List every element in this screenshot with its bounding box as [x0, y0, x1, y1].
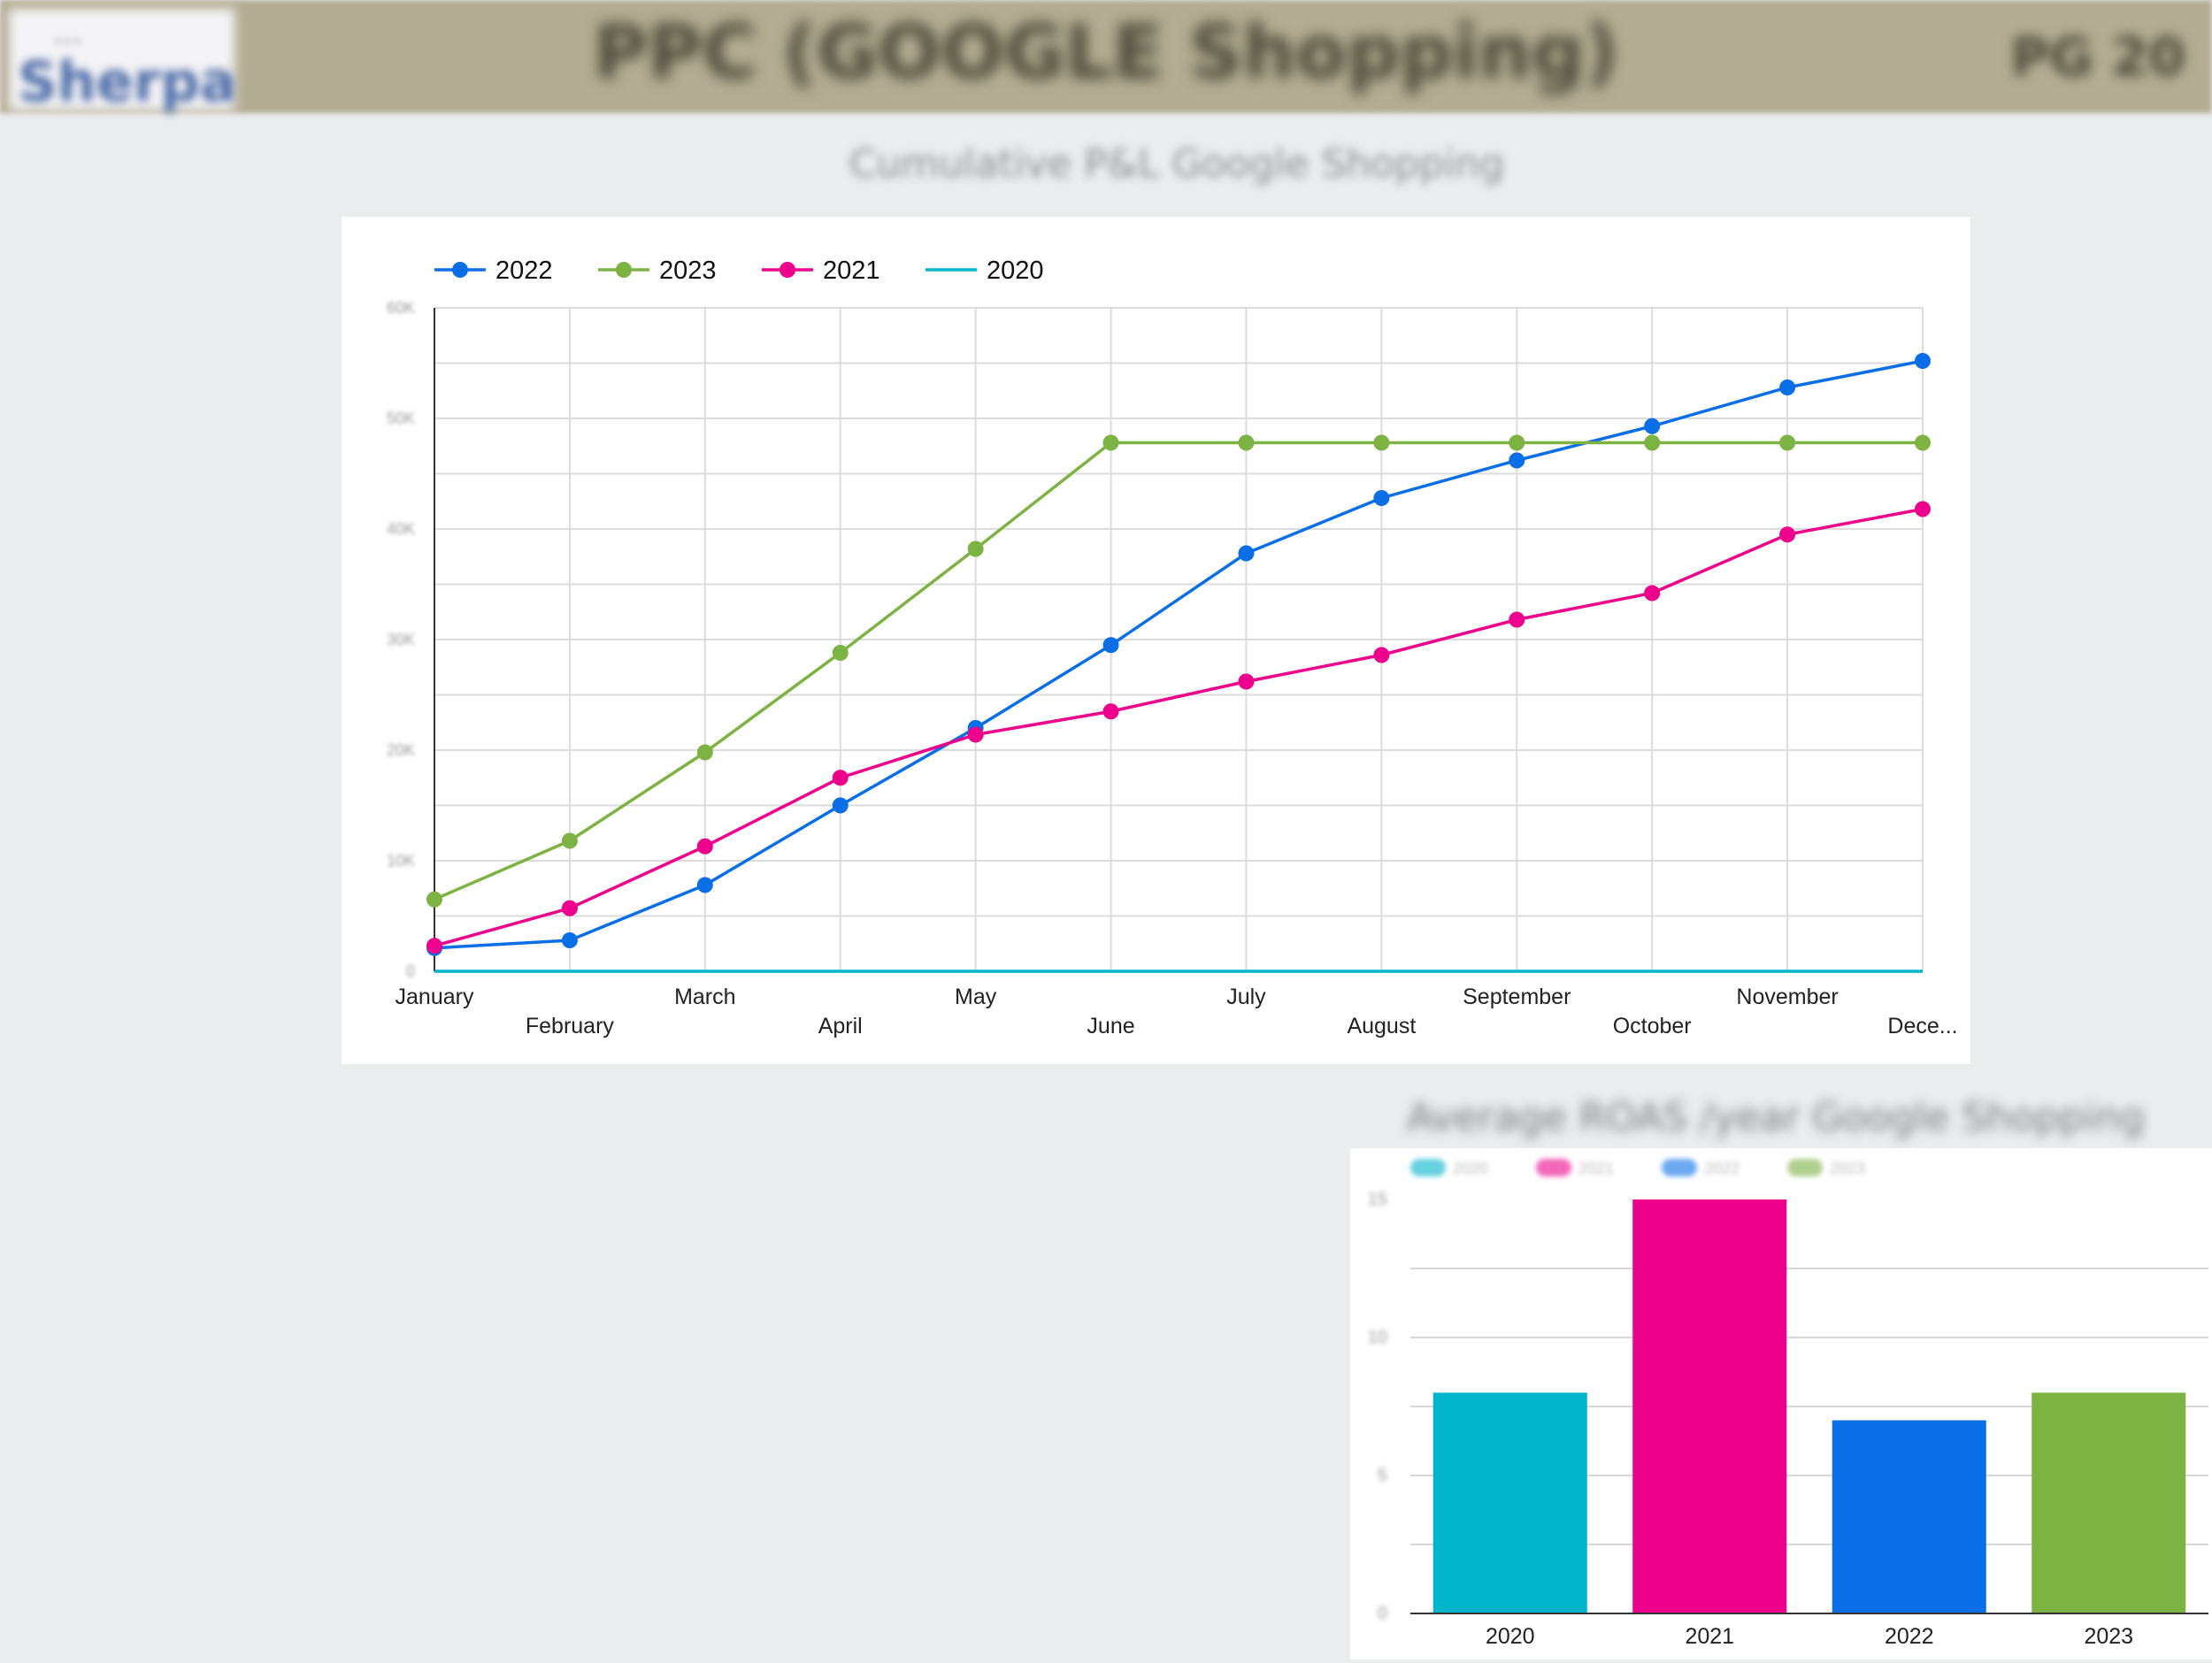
series-line-2021 [434, 507, 1924, 947]
x-tick-label: February [526, 1014, 615, 1038]
data-point-2021 [1509, 611, 1525, 628]
data-point-2021 [696, 838, 713, 854]
data-point-2021 [1373, 647, 1390, 663]
header-bar [0, 0, 2212, 113]
data-point-2021 [1238, 673, 1255, 690]
data-point-2021 [426, 938, 442, 954]
data-point-2022 [1102, 637, 1119, 654]
data-point-2023 [1644, 434, 1661, 451]
legend-label-2021: 2021 [823, 257, 880, 285]
bar-y-tick-label: 5 [1378, 1466, 1387, 1485]
data-point-2022 [1915, 353, 1931, 369]
data-point-2023 [1915, 434, 1931, 451]
bar-y-tick-label: 15 [1368, 1190, 1387, 1209]
data-point-2021 [1779, 526, 1796, 543]
legend-marker-2021 [780, 262, 795, 278]
bar-chart-title: Average ROAS /year Google Shopping [1407, 1095, 2145, 1140]
data-point-2022 [1509, 452, 1525, 469]
data-point-2023 [1102, 434, 1119, 451]
bar-x-tick-label: 2022 [1885, 1624, 1934, 1649]
data-point-2023 [1238, 434, 1255, 451]
x-tick-label: January [396, 985, 474, 1009]
bar-chart: 0 5 10 15 2020 2021 2022 2023 2020 2021 2022 2023 [1368, 1159, 2208, 1649]
line-chart-title: Cumulative P&L Google Shopping [849, 142, 1505, 187]
x-tick-label: April [818, 1014, 863, 1038]
legend-label-2022: 2022 [495, 257, 553, 285]
bar-legend-swatch [1536, 1159, 1571, 1176]
legend-marker-2022 [452, 262, 468, 278]
line-chart-panel: 0 10K 20K 30K 40K 50K 60K January February March A… [342, 217, 1970, 1064]
data-point-2021 [561, 900, 578, 916]
legend-label-2023: 2023 [659, 257, 717, 285]
y-tick-label: 60K [387, 299, 415, 317]
bar-chart-panel: 0 5 10 15 2020 2021 2022 2023 2020 2021 2022 2023 [1350, 1148, 2212, 1659]
data-point-2022 [1238, 545, 1255, 562]
x-tick-label: October [1613, 1014, 1692, 1038]
series-line-2022 [434, 359, 1924, 950]
bar-legend-swatch [1662, 1159, 1697, 1176]
page-title: PPC (GOOGLE Shopping) [593, 9, 1619, 96]
bar-y-tick-label: 0 [1378, 1604, 1387, 1623]
data-point-2022 [561, 932, 578, 948]
data-point-2023 [1779, 434, 1796, 451]
x-tick-label: March [674, 985, 735, 1009]
data-point-2021 [832, 770, 849, 786]
y-tick-label: 40K [387, 520, 415, 538]
bar-legend-swatch [1410, 1159, 1446, 1176]
bar-y-tick-label: 10 [1368, 1328, 1387, 1347]
data-point-2022 [1644, 418, 1661, 434]
x-tick-label: July [1226, 985, 1266, 1009]
data-point-2023 [1373, 434, 1390, 451]
x-tick-label: June [1087, 1014, 1134, 1038]
line-chart: 0 10K 20K 30K 40K 50K 60K January February March A… [387, 257, 1958, 1038]
bar-legend-label: 2020 [1453, 1160, 1488, 1177]
data-point-2022 [1373, 490, 1390, 506]
bar-legend-swatch [1787, 1159, 1823, 1176]
data-point-2021 [1102, 703, 1119, 720]
data-point-2021 [967, 726, 984, 743]
y-tick-label: 10K [387, 852, 415, 870]
bar-2020 [1432, 1392, 1587, 1613]
data-point-2023 [832, 645, 849, 661]
bar-x-tick-label: 2023 [2084, 1624, 2133, 1649]
bar-legend-label: 2022 [1704, 1160, 1740, 1177]
x-tick-label: May [955, 985, 997, 1009]
series-line-2023 [434, 441, 1923, 901]
bar-chart-blurred-labels: 0 5 10 15 2020 2021 2022 2023 [1368, 1159, 1865, 1623]
legend-label-2020: 2020 [987, 257, 1044, 285]
bar-x-tick-label: 2021 [1685, 1624, 1734, 1649]
bar-x-tick-label: 2020 [1486, 1624, 1535, 1649]
data-point-2021 [1644, 585, 1661, 602]
data-point-2022 [696, 877, 713, 893]
data-point-2023 [967, 540, 984, 557]
bar-2023 [2032, 1392, 2186, 1613]
legend-marker-2023 [616, 262, 632, 278]
bar-legend-label: 2021 [1578, 1160, 1614, 1177]
logo [9, 9, 234, 111]
data-point-2023 [696, 744, 713, 761]
data-point-2021 [1915, 501, 1931, 517]
page-number: PG 20 [2010, 27, 2185, 88]
bar-legend-label: 2023 [1830, 1160, 1865, 1177]
x-tick-label: September [1463, 985, 1571, 1009]
y-tick-label: 30K [387, 631, 415, 648]
data-point-2023 [561, 832, 578, 849]
y-tick-label: 0 [406, 962, 415, 980]
bar-2021 [1632, 1199, 1787, 1613]
data-point-2023 [1509, 434, 1525, 451]
logo-top-text: ... [53, 16, 82, 51]
y-tick-label: 20K [387, 741, 415, 759]
x-tick-label: August [1347, 1014, 1416, 1038]
y-tick-label: 50K [387, 410, 415, 427]
data-point-2022 [1779, 379, 1796, 395]
data-point-2023 [426, 891, 442, 908]
logo-text: Sherpa [18, 50, 237, 114]
x-tick-label: November [1736, 985, 1838, 1009]
bar-2022 [1832, 1420, 1986, 1613]
data-point-2022 [832, 797, 849, 814]
x-tick-label: Dece... [1887, 1014, 1957, 1038]
